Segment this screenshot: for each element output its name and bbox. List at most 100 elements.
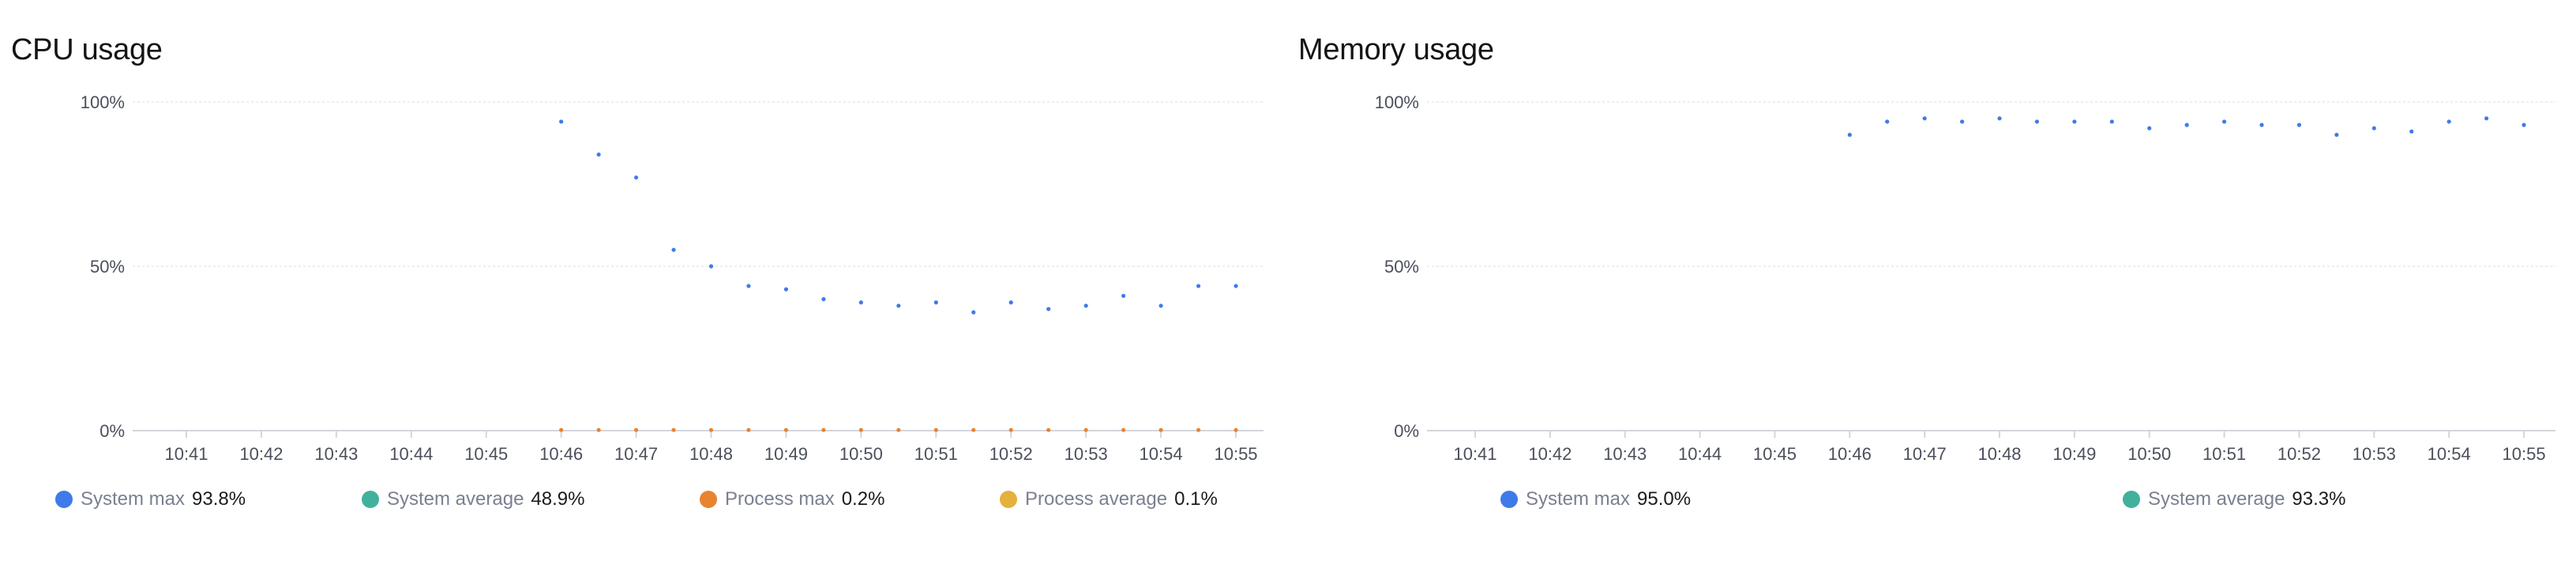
x-tick-label: 10:45 [1753, 444, 1797, 464]
system-max-point [2522, 122, 2526, 127]
legend-dot-icon [55, 491, 73, 508]
legend-item[interactable]: System max 93.8% [55, 488, 246, 510]
system-max-point [746, 284, 751, 288]
system-max-point [2446, 119, 2451, 124]
process-max-point [821, 427, 826, 432]
process-max-point [559, 427, 564, 432]
x-tick-label: 10:43 [1603, 444, 1647, 464]
system-max-point [1234, 284, 1238, 288]
legend-series-value: 95.0% [1637, 488, 1692, 510]
x-tick-label: 10:50 [2127, 444, 2171, 464]
process-max-point [1234, 427, 1238, 432]
x-tick-label: 10:48 [689, 444, 733, 464]
legend-dot-icon [700, 491, 717, 508]
system-max-point [671, 247, 676, 252]
legend-dot-icon [362, 491, 379, 508]
x-tick-label: 10:44 [389, 444, 433, 464]
x-tick-label: 10:42 [239, 444, 283, 464]
system-max-point [2184, 122, 2189, 127]
system-max-point [2222, 119, 2227, 124]
process-max-point [858, 427, 863, 432]
legend-series-value: 93.3% [2292, 488, 2346, 510]
x-tick-label: 10:41 [164, 444, 208, 464]
x-tick-label: 10:47 [614, 444, 658, 464]
process-max-point [1121, 427, 1126, 432]
x-tick-label: 10:54 [1140, 444, 1183, 464]
system-max-point [633, 175, 639, 180]
system-max-point [2296, 122, 2302, 127]
x-tick-label: 10:55 [1214, 444, 1257, 464]
system-max-point [1158, 303, 1163, 308]
y-tick-label: 0% [1394, 421, 1419, 441]
system-max-point [1885, 119, 1890, 124]
legend-dot-icon [1000, 491, 1017, 508]
x-tick-label: 10:51 [2202, 444, 2246, 464]
legend-item[interactable]: System average 93.3% [2123, 488, 2345, 510]
x-tick-label: 10:55 [2503, 444, 2546, 464]
system-max-point [2034, 119, 2040, 124]
process-max-point [671, 427, 676, 432]
y-tick-label: 50% [90, 257, 125, 277]
process-max-point [1046, 427, 1051, 432]
legend-series-name: System average [387, 488, 524, 510]
x-tick-label: 10:46 [1828, 444, 1872, 464]
system-max-point [1922, 116, 1927, 121]
system-max-point [2484, 116, 2489, 121]
process-max-point [596, 427, 601, 432]
x-tick-label: 10:54 [2428, 444, 2471, 464]
cpu-legend: System max 93.8% System average 48.9% Proces… [0, 488, 1279, 520]
process-max-point [1158, 427, 1163, 432]
legend-item[interactable]: Process average 0.1% [1000, 488, 1218, 510]
legend-item[interactable]: System max 95.0% [1500, 488, 1691, 510]
legend-item[interactable]: System average 48.9% [362, 488, 584, 510]
system-max-point [708, 264, 714, 269]
process-max-point [971, 427, 976, 432]
process-max-point [933, 427, 938, 432]
x-tick-label: 10:42 [1528, 444, 1572, 464]
process-max-point [1196, 427, 1201, 432]
system-max-point [858, 300, 863, 305]
x-tick-label: 10:46 [539, 444, 583, 464]
x-tick-label: 10:51 [914, 444, 958, 464]
x-tick-label: 10:50 [839, 444, 883, 464]
memory-usage-chart: 0% 50% 100% 10:41 10:42 10:43 10:44 10:45 10:46 1… [1375, 92, 2555, 464]
y-tick-label: 100% [1375, 92, 1419, 112]
legend-series-name: System average [2148, 488, 2285, 510]
panel-title: Memory usage [1298, 33, 1494, 66]
x-tick-label: 10:49 [764, 444, 808, 464]
cpu-usage-panel: CPU usage 0% 50% 100% 10:41 10:42 10:43 10:44 1… [0, 0, 1279, 561]
memory-legend: System max 95.0% System average 93.3% [1287, 488, 2576, 520]
x-tick-label: 10:52 [2277, 444, 2321, 464]
legend-item[interactable]: Process max 0.2% [700, 488, 884, 510]
system-max-point [1121, 293, 1126, 299]
system-max-point [2147, 126, 2152, 130]
system-max-point [2371, 126, 2376, 130]
process-max-point [1008, 427, 1013, 432]
x-tick-label: 10:43 [314, 444, 358, 464]
legend-dot-icon [1500, 491, 1518, 508]
system-max-point [821, 297, 826, 302]
system-max-point [2259, 122, 2264, 127]
legend-series-value: 0.2% [841, 488, 885, 510]
system-max-point [596, 152, 601, 157]
system-max-point [1847, 133, 1852, 137]
x-tick-label: 10:52 [989, 444, 1033, 464]
x-tick-label: 10:45 [464, 444, 508, 464]
process-max-point [1083, 427, 1088, 432]
legend-series-name: Process average [1025, 488, 1168, 510]
process-max-point [783, 427, 789, 432]
cpu-usage-chart: 0% 50% 100% 10:41 10:42 10:43 10:44 10:45 10:46 1… [81, 92, 1264, 464]
process-max-point [708, 427, 714, 432]
x-tick-label: 10:48 [1977, 444, 2021, 464]
panel-title: CPU usage [11, 33, 163, 66]
system-max-point [1083, 303, 1088, 308]
legend-series-name: System max [1526, 488, 1631, 510]
legend-series-name: System max [81, 488, 186, 510]
legend-series-name: Process max [725, 488, 835, 510]
system-max-point [1046, 307, 1051, 311]
y-tick-label: 0% [100, 421, 125, 441]
system-max-point [933, 300, 938, 305]
system-max-point [559, 119, 564, 124]
system-max-point [1008, 300, 1013, 305]
system-max-point [1997, 116, 2002, 121]
